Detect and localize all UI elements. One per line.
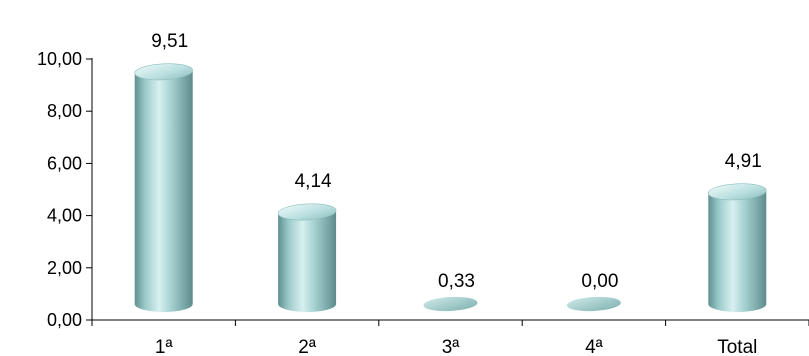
data-label: 4,14 bbox=[295, 171, 332, 192]
bar bbox=[423, 296, 478, 312]
bar bbox=[708, 183, 767, 312]
y-tick-label: 2,00 bbox=[47, 258, 82, 278]
labels: 0,00 2,00 4,00 6,00 8,00 10,00 9,51 1ª 4,14 2ª 0,3… bbox=[37, 31, 762, 356]
data-label: 0,33 bbox=[438, 271, 475, 292]
category-label: 1ª bbox=[155, 337, 174, 356]
bars bbox=[134, 63, 767, 312]
category-label: 4ª bbox=[585, 337, 604, 356]
bar-top bbox=[708, 183, 767, 201]
bar-body bbox=[708, 191, 767, 312]
bar-body bbox=[134, 71, 193, 312]
y-tick-label: 6,00 bbox=[47, 153, 82, 173]
y-tick-label: 10,00 bbox=[37, 49, 82, 69]
bar-top bbox=[134, 63, 193, 81]
category-label: 2ª bbox=[298, 337, 317, 356]
data-label: 4,91 bbox=[725, 151, 762, 172]
axes bbox=[86, 58, 809, 326]
data-label: 0,00 bbox=[581, 271, 618, 292]
y-tick-label: 8,00 bbox=[47, 101, 82, 121]
bar bbox=[566, 296, 621, 312]
data-label: 9,51 bbox=[151, 31, 188, 52]
bar-body bbox=[278, 211, 337, 312]
bar-top bbox=[566, 296, 621, 312]
bar-top bbox=[423, 296, 478, 312]
category-label: Total bbox=[717, 337, 757, 356]
bar-top bbox=[277, 203, 337, 221]
y-tick-label: 0,00 bbox=[47, 310, 82, 330]
y-tick-label: 4,00 bbox=[47, 206, 82, 226]
bar bbox=[134, 63, 193, 312]
bar bbox=[277, 203, 337, 312]
category-label: 3ª bbox=[442, 337, 461, 356]
